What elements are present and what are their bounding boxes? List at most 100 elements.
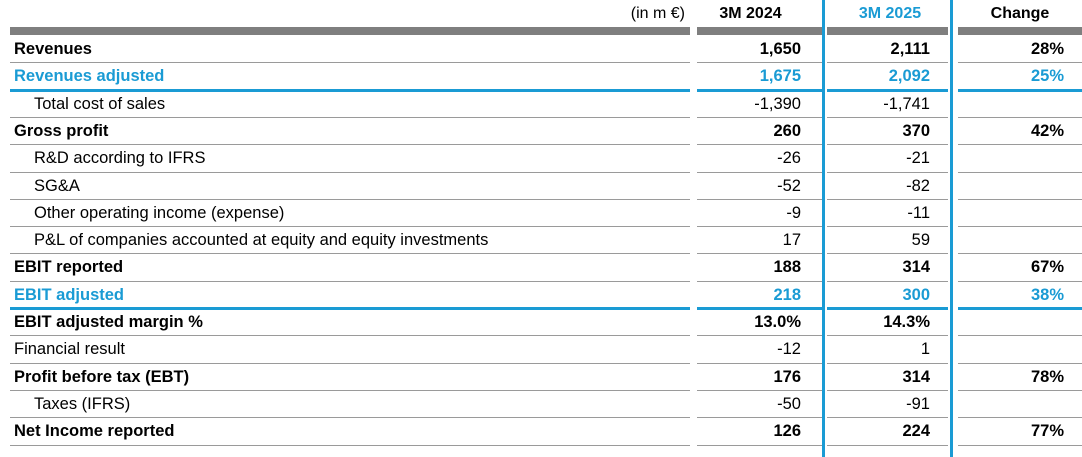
- row-separator: [958, 144, 1082, 146]
- row-separator-accent: [697, 307, 822, 310]
- value-3m-2025: 314: [902, 258, 930, 277]
- column-header-change: Change: [990, 5, 1050, 22]
- value-change: 78%: [1030, 367, 1064, 386]
- row-separator: [827, 116, 948, 118]
- row-separator: [958, 116, 1082, 118]
- value-change: 67%: [1030, 258, 1064, 277]
- row-separator: [10, 198, 690, 200]
- value-3m-2025: 2,092: [888, 67, 930, 86]
- value-3m-2024: -26: [777, 149, 801, 168]
- value-3m-2024: 1,675: [759, 67, 801, 86]
- value-3m-2024: 17: [782, 231, 801, 250]
- row-separator-accent: [10, 307, 690, 310]
- value-3m-2025: 59: [911, 231, 930, 250]
- row-label: Profit before tax (EBT): [14, 367, 190, 386]
- value-3m-2024: 176: [773, 367, 801, 386]
- value-3m-2025: -91: [906, 394, 930, 413]
- value-3m-2025: -21: [906, 149, 930, 168]
- table-row: EBIT adjusted margin % 13.0% 14.3%: [0, 309, 1082, 336]
- table-row: Taxes (IFRS) -50 -91: [0, 391, 1082, 418]
- value-change: 77%: [1030, 422, 1064, 441]
- row-label: Financial result: [14, 340, 125, 359]
- row-separator: [697, 335, 822, 337]
- header-bar-2024: [697, 27, 822, 35]
- value-3m-2025: -1,741: [883, 94, 930, 113]
- value-3m-2025: -82: [906, 176, 930, 195]
- row-separator: [827, 171, 948, 173]
- value-3m-2024: 260: [773, 121, 801, 140]
- row-separator: [10, 362, 690, 364]
- row-label: EBIT reported: [14, 258, 124, 277]
- row-separator: [10, 417, 690, 419]
- row-separator: [10, 62, 690, 64]
- value-3m-2025: 300: [902, 285, 930, 304]
- value-3m-2024: -12: [777, 340, 801, 359]
- row-separator: [697, 144, 822, 146]
- value-3m-2024: 126: [773, 422, 801, 441]
- row-label: P&L of companies accounted at equity and…: [34, 231, 489, 250]
- highlight-line-right: [950, 0, 953, 457]
- row-separator: [10, 280, 690, 282]
- row-separator: [10, 444, 690, 446]
- table-row: Total cost of sales -1,390 -1,741: [0, 91, 1082, 118]
- value-3m-2024: 1,650: [759, 40, 801, 58]
- row-separator: [697, 198, 822, 200]
- table-row: P&L of companies accounted at equity and…: [0, 227, 1082, 254]
- table-row: SG&A -52 -82: [0, 173, 1082, 200]
- row-separator: [697, 280, 822, 282]
- row-separator: [827, 144, 948, 146]
- row-separator: [958, 62, 1082, 64]
- row-separator: [697, 389, 822, 391]
- table-row: Financial result -12 1: [0, 336, 1082, 363]
- value-3m-2024: 188: [773, 258, 801, 277]
- value-3m-2025: 314: [902, 367, 930, 386]
- value-3m-2024: -9: [786, 203, 801, 222]
- row-separator-accent: [958, 88, 1082, 92]
- row-separator: [827, 226, 948, 228]
- row-separator: [958, 444, 1082, 446]
- row-separator: [958, 171, 1082, 173]
- table-row: Net Income reported 126 224 77%: [0, 418, 1082, 445]
- row-label: SG&A: [34, 176, 80, 195]
- value-3m-2024: 218: [773, 285, 801, 304]
- row-separator: [827, 389, 948, 391]
- row-separator: [697, 226, 822, 228]
- row-separator: [10, 144, 690, 146]
- row-separator-accent: [697, 88, 822, 92]
- row-separator: [697, 253, 822, 255]
- row-separator: [958, 417, 1082, 419]
- row-separator: [697, 362, 822, 364]
- table-row: Gross profit 260 370 42%: [0, 118, 1082, 145]
- value-change: 38%: [1030, 285, 1064, 304]
- value-3m-2025: -11: [907, 203, 930, 222]
- row-separator: [697, 62, 822, 64]
- row-separator: [10, 389, 690, 391]
- row-label: EBIT adjusted: [14, 285, 125, 304]
- row-label: Revenues: [14, 40, 92, 58]
- row-separator: [697, 417, 822, 419]
- table-row: EBIT reported 188 314 67%: [0, 254, 1082, 281]
- row-label: Revenues adjusted: [14, 67, 165, 86]
- row-separator: [697, 116, 822, 118]
- row-separator: [10, 226, 690, 228]
- value-3m-2025: 224: [902, 422, 930, 441]
- value-3m-2025: 2,111: [890, 40, 930, 58]
- value-3m-2025: 14.3%: [883, 313, 930, 331]
- highlight-line-left: [822, 0, 825, 457]
- column-header-3m-2024: 3M 2024: [719, 5, 782, 22]
- row-separator: [958, 253, 1082, 255]
- table-row: EBIT adjusted 218 300 38%: [0, 282, 1082, 309]
- value-change: 28%: [1030, 40, 1064, 58]
- value-3m-2025: 1: [920, 340, 930, 359]
- row-separator: [10, 335, 690, 337]
- row-separator: [10, 171, 690, 173]
- row-separator: [958, 362, 1082, 364]
- row-separator: [10, 253, 690, 255]
- table-row: Other operating income (expense) -9 -11: [0, 200, 1082, 227]
- row-separator: [697, 444, 822, 446]
- row-label: Gross profit: [14, 121, 109, 140]
- row-separator: [958, 226, 1082, 228]
- row-separator: [827, 198, 948, 200]
- value-change: 25%: [1030, 67, 1064, 86]
- row-separator: [10, 116, 690, 118]
